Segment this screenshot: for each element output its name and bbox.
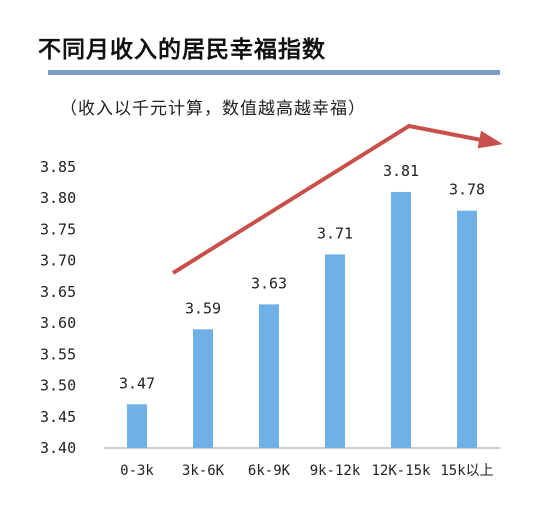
y-tick-label: 3.85 [40, 158, 76, 176]
y-tick-label: 3.60 [40, 314, 76, 332]
x-tick-label: 15k以上 [440, 463, 493, 479]
y-tick-label: 3.40 [40, 439, 76, 457]
data-label: 3.71 [317, 224, 353, 242]
x-tick-label: 6k-9K [248, 463, 291, 479]
x-tick-label: 12K-15k [371, 463, 431, 479]
data-label: 3.63 [251, 274, 287, 292]
data-label: 3.59 [185, 299, 221, 317]
bar [193, 329, 213, 448]
data-label: 3.78 [449, 181, 485, 199]
title-underline [48, 70, 500, 75]
bar [457, 210, 477, 448]
bar [259, 304, 279, 448]
x-tick-label: 9k-12k [310, 463, 361, 479]
y-tick-label: 3.50 [40, 377, 76, 395]
data-label: 3.81 [383, 162, 419, 180]
data-label: 3.47 [119, 374, 155, 392]
y-tick-label: 3.65 [40, 283, 76, 301]
bar [391, 191, 411, 448]
x-tick-label: 3k-6K [182, 463, 225, 479]
chart-subtitle: （收入以千元计算，数值越高越幸福） [60, 99, 366, 119]
x-tick-label: 0-3k [120, 463, 154, 479]
y-tick-label: 3.75 [40, 220, 76, 238]
y-tick-label: 3.45 [40, 408, 76, 426]
y-tick-label: 3.55 [40, 345, 76, 363]
bar [325, 254, 345, 448]
trend-arrow-line [171, 123, 498, 275]
bar [127, 404, 147, 448]
y-tick-label: 3.80 [40, 189, 76, 207]
y-tick-label: 3.70 [40, 252, 76, 270]
trend-arrow-head [477, 130, 503, 149]
chart-title: 不同月收入的居民幸福指数 [38, 37, 326, 63]
